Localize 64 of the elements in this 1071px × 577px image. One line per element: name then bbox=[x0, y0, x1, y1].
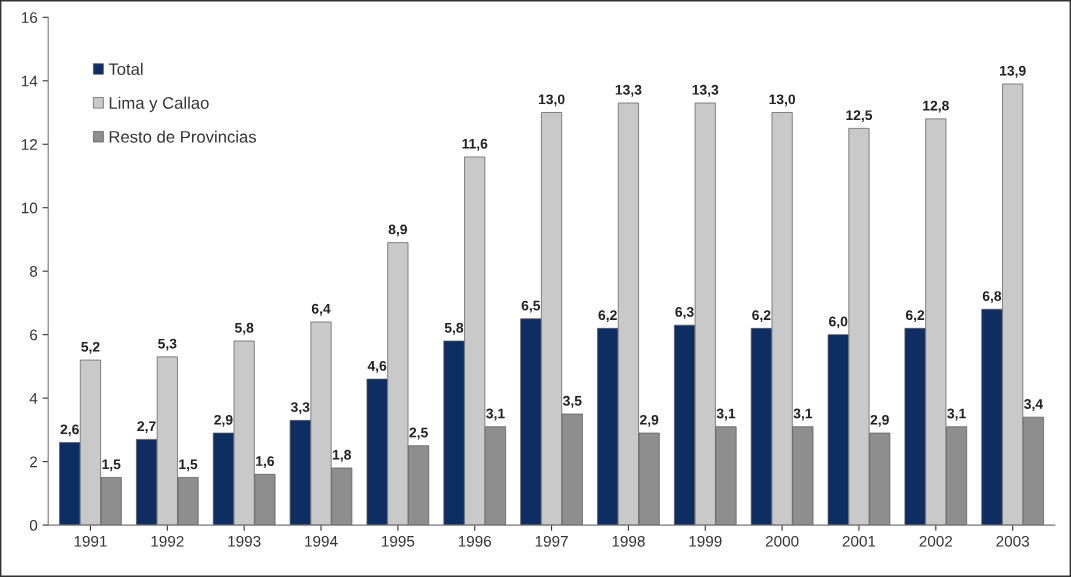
x-tick-label: 1998 bbox=[612, 535, 645, 547]
data-label: 5,8 bbox=[444, 322, 464, 335]
y-tick-label: 6 bbox=[30, 329, 38, 341]
data-label: 3,1 bbox=[716, 408, 736, 421]
data-label: 2,5 bbox=[409, 427, 428, 440]
x-tick-label: 1995 bbox=[382, 535, 415, 547]
data-label: 13,0 bbox=[538, 94, 565, 107]
data-label: 12,5 bbox=[846, 110, 873, 123]
data-label: 2,9 bbox=[214, 414, 233, 427]
legend-label: Resto de Provincias bbox=[109, 130, 257, 143]
y-tick-label: 16 bbox=[21, 12, 38, 23]
y-tick-label: 0 bbox=[29, 519, 38, 531]
data-label: 6,4 bbox=[311, 303, 331, 316]
data-label: 2,7 bbox=[137, 421, 156, 434]
data-label: 1,5 bbox=[179, 459, 198, 472]
y-tick-label: 14 bbox=[21, 75, 38, 87]
x-tick-label: 1996 bbox=[458, 535, 492, 547]
data-label: 13,3 bbox=[615, 84, 642, 97]
data-label: 2,9 bbox=[870, 414, 889, 427]
data-label: 3,1 bbox=[947, 408, 966, 421]
x-tick-label: 2001 bbox=[842, 535, 876, 547]
data-label: 6,2 bbox=[752, 310, 771, 323]
x-tick-label: 1994 bbox=[305, 535, 338, 547]
x-tick-label: 1993 bbox=[228, 535, 261, 547]
x-tick-label: 1991 bbox=[74, 535, 107, 547]
data-label: 6,5 bbox=[521, 300, 541, 313]
legend-label: Lima y Callao bbox=[109, 96, 209, 113]
data-label: 8,9 bbox=[388, 224, 407, 237]
data-label: 2,9 bbox=[639, 414, 659, 427]
legend-label: Total bbox=[108, 62, 143, 76]
data-label: 1,5 bbox=[102, 459, 121, 472]
data-label: 1,8 bbox=[332, 449, 351, 462]
x-tick-label: 1997 bbox=[535, 535, 568, 547]
y-tick-label: 4 bbox=[29, 393, 38, 404]
data-label: 13,3 bbox=[692, 84, 719, 97]
data-label: 5,3 bbox=[158, 338, 177, 351]
data-label: 6,3 bbox=[675, 307, 694, 319]
x-tick-label: 1992 bbox=[151, 535, 184, 547]
data-label: 6,2 bbox=[905, 310, 925, 323]
y-tick-label: 2 bbox=[30, 456, 38, 468]
data-label: 6,2 bbox=[598, 310, 617, 323]
data-label: 13,9 bbox=[1000, 65, 1026, 78]
data-label: 3,5 bbox=[562, 395, 582, 408]
data-label: 12,8 bbox=[923, 100, 949, 113]
data-label: 3,4 bbox=[1024, 399, 1043, 411]
x-tick-label: 2003 bbox=[996, 535, 1029, 547]
y-tick-label: 8 bbox=[29, 266, 38, 277]
y-tick-label: 12 bbox=[21, 139, 38, 150]
data-label: 6,8 bbox=[982, 291, 1002, 303]
data-label: 13,0 bbox=[769, 94, 796, 107]
x-tick-label: 2002 bbox=[919, 535, 953, 547]
data-label: 6,0 bbox=[829, 316, 848, 329]
data-label: 5,8 bbox=[234, 322, 254, 335]
data-label: 4,6 bbox=[367, 360, 387, 373]
x-tick-label: 1999 bbox=[689, 535, 722, 547]
data-label: 5,2 bbox=[81, 341, 100, 354]
data-label: 2,6 bbox=[60, 424, 79, 437]
data-label: 11,6 bbox=[462, 138, 488, 151]
x-tick-label: 2000 bbox=[765, 535, 799, 547]
data-label: 3,1 bbox=[486, 408, 505, 421]
y-tick-label: 10 bbox=[21, 202, 38, 214]
data-label: 3,3 bbox=[290, 402, 310, 415]
data-label: 3,1 bbox=[793, 408, 813, 421]
data-label: 1,6 bbox=[256, 456, 275, 469]
